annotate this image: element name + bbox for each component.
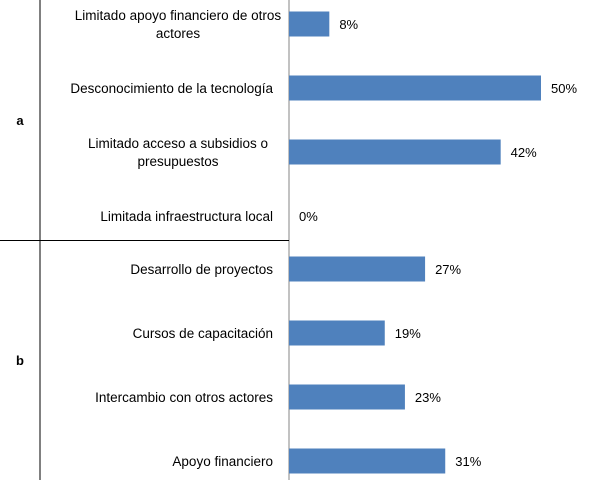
bar <box>289 75 541 101</box>
bar <box>289 384 405 410</box>
data-label: 42% <box>511 145 537 160</box>
group-label-a: a <box>16 113 24 128</box>
bar <box>289 256 426 282</box>
bar <box>289 320 385 346</box>
category-label: Cursos de capacitación <box>133 326 273 341</box>
data-label: 31% <box>455 454 481 469</box>
group-label-b: b <box>16 353 24 368</box>
category-label: Apoyo financiero <box>172 454 273 469</box>
data-label: 19% <box>395 326 421 341</box>
data-label: 50% <box>551 81 577 96</box>
data-label: 0% <box>299 209 318 224</box>
data-label: 27% <box>435 262 461 277</box>
category-label: Desarrollo de proyectos <box>130 262 273 277</box>
category-label: Limitado acceso a subsidios o presupuesto… <box>88 136 268 169</box>
bar <box>289 139 501 165</box>
category-label: Desconocimiento de la tecnología <box>70 81 273 96</box>
category-label: Limitada infraestructura local <box>100 209 273 224</box>
category-label: Intercambio con otros actores <box>95 390 273 405</box>
data-label: 23% <box>415 390 441 405</box>
category-label: Limitado apoyo financiero de otros actore… <box>75 8 282 41</box>
bar <box>289 448 446 474</box>
data-label: 8% <box>339 17 358 32</box>
bar <box>289 11 330 37</box>
